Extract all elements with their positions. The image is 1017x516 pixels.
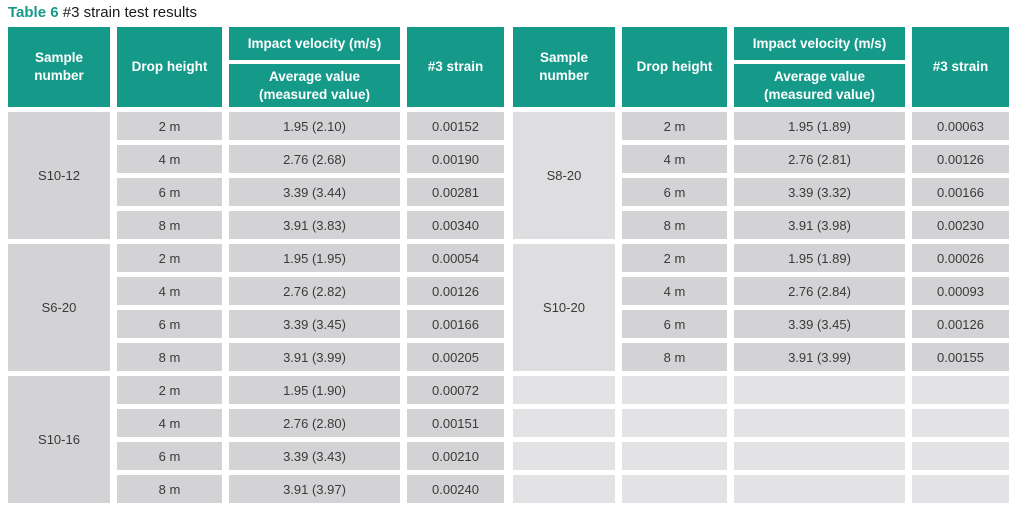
strain-cell: 0.00126 xyxy=(407,277,504,305)
empty-strain-cell xyxy=(912,376,1009,404)
strain-cell: 0.00155 xyxy=(912,343,1009,371)
strain-cell: 0.00026 xyxy=(912,244,1009,272)
empty-drop-cell xyxy=(622,442,727,470)
strain-cell: 0.00152 xyxy=(407,112,504,140)
drop-height-cell: 6 m xyxy=(117,442,222,470)
drop-height-cell: 6 m xyxy=(622,310,727,338)
drop-height-cell: 2 m xyxy=(117,376,222,404)
sample-cell: S10-16 xyxy=(8,376,110,503)
results-table-left: Sample number Drop height Impact velocit… xyxy=(8,27,504,503)
velocity-cell: 1.95 (2.10) xyxy=(229,112,400,140)
strain-cell: 0.00166 xyxy=(407,310,504,338)
velocity-cell: 3.39 (3.44) xyxy=(229,178,400,206)
velocity-cell: 2.76 (2.82) xyxy=(229,277,400,305)
sample-cell: S6-20 xyxy=(8,244,110,371)
drop-height-cell: 8 m xyxy=(622,343,727,371)
strain-cell: 0.00166 xyxy=(912,178,1009,206)
strain-cell: 0.00063 xyxy=(912,112,1009,140)
strain-cell: 0.00205 xyxy=(407,343,504,371)
drop-height-cell: 2 m xyxy=(117,112,222,140)
header-drop-height: Drop height xyxy=(117,27,222,107)
velocity-cell: 1.95 (1.89) xyxy=(734,244,905,272)
velocity-cell: 1.95 (1.95) xyxy=(229,244,400,272)
velocity-cell: 2.76 (2.84) xyxy=(734,277,905,305)
drop-height-cell: 4 m xyxy=(117,277,222,305)
header-sample-number: Sample number xyxy=(513,27,615,107)
empty-drop-cell xyxy=(622,409,727,437)
empty-sample-cell xyxy=(513,409,615,437)
header-drop-height: Drop height xyxy=(622,27,727,107)
drop-height-cell: 6 m xyxy=(622,178,727,206)
strain-cell: 0.00340 xyxy=(407,211,504,239)
velocity-cell: 3.91 (3.99) xyxy=(229,343,400,371)
header-sample-number: Sample number xyxy=(8,27,110,107)
velocity-cell: 2.76 (2.68) xyxy=(229,145,400,173)
empty-strain-cell xyxy=(912,475,1009,503)
sample-cell: S10-12 xyxy=(8,112,110,239)
empty-sample-cell xyxy=(513,442,615,470)
strain-cell: 0.00093 xyxy=(912,277,1009,305)
drop-height-cell: 6 m xyxy=(117,310,222,338)
header-strain: #3 strain xyxy=(912,27,1009,107)
velocity-cell: 3.39 (3.43) xyxy=(229,442,400,470)
header-average-value: Average value (measured value) xyxy=(229,64,400,107)
empty-velocity-cell xyxy=(734,409,905,437)
strain-cell: 0.00230 xyxy=(912,211,1009,239)
strain-cell: 0.00072 xyxy=(407,376,504,404)
drop-height-cell: 8 m xyxy=(117,211,222,239)
velocity-cell: 2.76 (2.81) xyxy=(734,145,905,173)
drop-height-cell: 2 m xyxy=(622,244,727,272)
drop-height-cell: 8 m xyxy=(117,475,222,503)
header-impact-velocity: Impact velocity (m/s) xyxy=(229,27,400,60)
empty-drop-cell xyxy=(622,475,727,503)
drop-height-cell: 4 m xyxy=(117,409,222,437)
empty-strain-cell xyxy=(912,442,1009,470)
drop-height-cell: 8 m xyxy=(622,211,727,239)
velocity-cell: 3.39 (3.45) xyxy=(229,310,400,338)
header-strain: #3 strain xyxy=(407,27,504,107)
drop-height-cell: 4 m xyxy=(117,145,222,173)
velocity-cell: 1.95 (1.90) xyxy=(229,376,400,404)
header-impact-velocity-group: Impact velocity (m/s) Average value (mea… xyxy=(229,27,400,107)
velocity-cell: 3.91 (3.99) xyxy=(734,343,905,371)
velocity-cell: 3.91 (3.83) xyxy=(229,211,400,239)
drop-height-cell: 4 m xyxy=(622,145,727,173)
header-impact-velocity-group: Impact velocity (m/s) Average value (mea… xyxy=(734,27,905,107)
empty-drop-cell xyxy=(622,376,727,404)
caption-label: Table 6 xyxy=(8,4,59,21)
strain-cell: 0.00190 xyxy=(407,145,504,173)
header-average-value: Average value (measured value) xyxy=(734,64,905,107)
drop-height-cell: 8 m xyxy=(117,343,222,371)
strain-cell: 0.00240 xyxy=(407,475,504,503)
velocity-cell: 3.91 (3.97) xyxy=(229,475,400,503)
empty-velocity-cell xyxy=(734,442,905,470)
velocity-cell: 3.91 (3.98) xyxy=(734,211,905,239)
caption-text: #3 strain test results xyxy=(62,4,197,21)
empty-sample-cell xyxy=(513,376,615,404)
strain-cell: 0.00126 xyxy=(912,145,1009,173)
drop-height-cell: 4 m xyxy=(622,277,727,305)
strain-cell: 0.00054 xyxy=(407,244,504,272)
sample-cell: S8-20 xyxy=(513,112,615,239)
strain-cell: 0.00210 xyxy=(407,442,504,470)
strain-cell: 0.00281 xyxy=(407,178,504,206)
empty-velocity-cell xyxy=(734,376,905,404)
velocity-cell: 2.76 (2.80) xyxy=(229,409,400,437)
header-impact-velocity: Impact velocity (m/s) xyxy=(734,27,905,60)
drop-height-cell: 2 m xyxy=(117,244,222,272)
results-table-right: Sample number Drop height Impact velocit… xyxy=(513,27,1009,503)
drop-height-cell: 6 m xyxy=(117,178,222,206)
strain-cell: 0.00151 xyxy=(407,409,504,437)
strain-cell: 0.00126 xyxy=(912,310,1009,338)
velocity-cell: 3.39 (3.45) xyxy=(734,310,905,338)
table-caption: Table 6 #3 strain test results xyxy=(8,3,197,23)
empty-velocity-cell xyxy=(734,475,905,503)
drop-height-cell: 2 m xyxy=(622,112,727,140)
velocity-cell: 3.39 (3.32) xyxy=(734,178,905,206)
empty-strain-cell xyxy=(912,409,1009,437)
sample-cell: S10-20 xyxy=(513,244,615,371)
empty-sample-cell xyxy=(513,475,615,503)
velocity-cell: 1.95 (1.89) xyxy=(734,112,905,140)
